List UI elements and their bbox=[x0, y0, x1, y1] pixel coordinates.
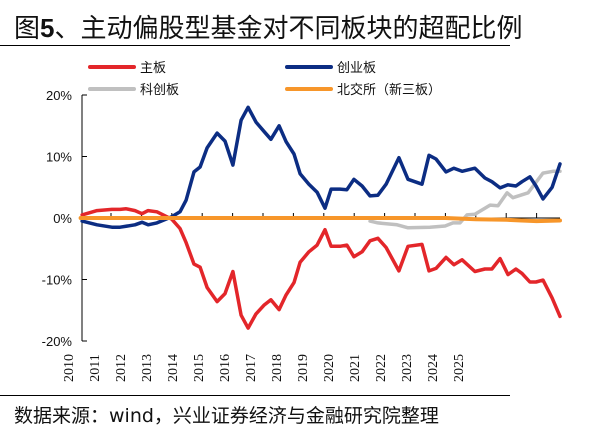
series-line-3 bbox=[368, 169, 562, 230]
x-tick-label: 2014 bbox=[166, 354, 181, 382]
legend-label: 创业板 bbox=[337, 61, 376, 76]
source-divider bbox=[0, 395, 510, 396]
x-tick-label: 2024 bbox=[426, 354, 441, 382]
x-tick-label: 2018 bbox=[270, 354, 285, 382]
x-tick-label: 2017 bbox=[244, 354, 259, 382]
x-tick-label: 2015 bbox=[192, 354, 207, 382]
x-tick-label: 2020 bbox=[322, 354, 337, 382]
legend-label: 北交所（新三板） bbox=[337, 82, 441, 98]
legend-label: 科创板 bbox=[140, 83, 179, 98]
legend-item: 主板 bbox=[88, 61, 166, 76]
y-tick-label: -20% bbox=[42, 334, 73, 349]
y-tick-label: 20% bbox=[46, 88, 72, 103]
legend-item: 科创板 bbox=[88, 83, 179, 98]
x-tick-label: 2010 bbox=[62, 354, 77, 382]
series-line-4 bbox=[78, 216, 562, 224]
x-tick-label: 2021 bbox=[348, 354, 363, 382]
x-tick-label: 2025 bbox=[452, 354, 467, 382]
x-tick-label: 2012 bbox=[114, 354, 129, 382]
x-tick-label: 2023 bbox=[400, 354, 415, 382]
x-tick-label: 2022 bbox=[374, 354, 389, 382]
y-tick-label: 10% bbox=[46, 150, 72, 165]
legend-item: 创业板 bbox=[285, 61, 376, 76]
legend-item: 北交所（新三板） bbox=[285, 82, 441, 98]
x-tick-label: 2016 bbox=[218, 354, 233, 382]
chart-title: 图5、主动偏股型基金对不同板块的超配比例 bbox=[14, 13, 523, 44]
y-tick-label: -10% bbox=[42, 273, 73, 288]
legend-label: 主板 bbox=[140, 61, 166, 76]
title-divider bbox=[0, 45, 510, 46]
series-line-1 bbox=[80, 207, 562, 330]
x-tick-label: 2019 bbox=[296, 354, 311, 382]
y-tick-label: 0% bbox=[53, 211, 72, 226]
source-note: 数据来源：wind，兴业证券经济与金融研究院整理 bbox=[14, 405, 439, 427]
series-line-2 bbox=[80, 105, 562, 229]
x-tick-label: 2011 bbox=[88, 354, 103, 381]
x-tick-label: 2013 bbox=[140, 354, 155, 382]
